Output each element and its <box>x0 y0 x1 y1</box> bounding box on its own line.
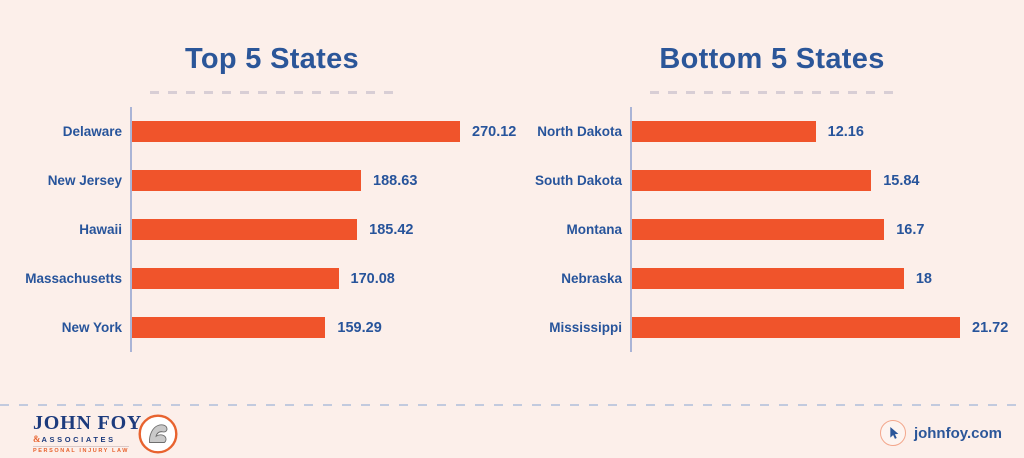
bar <box>132 268 339 290</box>
bar-value: 12.16 <box>827 123 864 140</box>
bar <box>632 170 872 192</box>
bar-category-label: Mississippi <box>549 320 622 336</box>
brand-text: JOHN FOY &ASSOCIATES PERSONAL INJURY LAW <box>33 413 142 456</box>
chart-row: Hawaii 185.42 <box>22 205 522 255</box>
bar <box>132 170 362 192</box>
bar-rows-bottom5: North Dakota 12.16 South Dakota 15.84 Montan… <box>522 107 1022 353</box>
bar-value: 185.42 <box>369 221 414 238</box>
chart-row: New Jersey 188.63 <box>22 156 522 206</box>
bar <box>132 121 460 143</box>
chart-row: Montana 16.7 <box>522 205 1022 255</box>
flexed-arm-icon <box>138 414 178 454</box>
cursor-icon-circle <box>879 420 906 446</box>
chart-title-top5: Top 5 States <box>185 43 359 75</box>
bar-value: 170.08 <box>350 270 395 287</box>
bar-value: 15.84 <box>883 172 920 189</box>
title-divider <box>649 91 895 95</box>
charts-container: Top 5 States Delaware 270.12 New Jersey 188… <box>22 0 1022 353</box>
bar-zone: 188.63 <box>130 156 522 206</box>
bar-zone: 185.42 <box>130 205 522 255</box>
bar-zone: 21.72 <box>630 303 1022 353</box>
bar-zone: 270.12 <box>130 107 522 157</box>
bar-zone: 170.08 <box>130 254 522 304</box>
bar-category-label: South Dakota <box>534 173 622 189</box>
brand-associates: &ASSOCIATES <box>33 435 116 444</box>
chart-row: North Dakota 12.16 <box>522 107 1022 157</box>
cursor-icon <box>890 427 899 439</box>
footer-divider <box>0 404 1024 406</box>
bar-value: 18 <box>915 270 932 287</box>
brand-logo: JOHN FOY &ASSOCIATES PERSONAL INJURY LAW <box>33 413 178 456</box>
bar-zone: 18 <box>630 254 1022 304</box>
brand-tagline: PERSONAL INJURY LAW <box>33 446 130 454</box>
bar-value: 270.12 <box>472 123 517 140</box>
brand-associates-label: ASSOCIATES <box>41 435 116 444</box>
chart-row: Nebraska 18 <box>522 254 1022 304</box>
bar-zone: 16.7 <box>630 205 1022 255</box>
website-label: johnfoy.com <box>913 424 1002 442</box>
bar-category-label: North Dakota <box>537 124 622 140</box>
bar-rows-top5: Delaware 270.12 New Jersey 188.63 Hawaii 185.… <box>22 107 522 353</box>
bar-value: 159.29 <box>337 319 382 336</box>
bar-category-label: Montana <box>566 222 623 238</box>
chart-panel-top5: Top 5 States Delaware 270.12 New Jersey 188… <box>22 0 522 353</box>
bar-value: 21.72 <box>972 319 1009 336</box>
bar-category-label: Nebraska <box>561 271 622 287</box>
bar <box>132 317 326 339</box>
bar-zone: 15.84 <box>630 156 1022 206</box>
chart-row: New York 159.29 <box>22 303 522 353</box>
bar-category-label: Massachusetts <box>25 271 122 287</box>
bar-value: 16.7 <box>896 221 925 238</box>
bar-category-label: Delaware <box>62 124 122 140</box>
bar-category-label: New York <box>61 320 122 336</box>
brand-name: JOHN FOY <box>33 412 143 434</box>
bar-zone: 159.29 <box>130 303 522 353</box>
chart-row: Delaware 270.12 <box>22 107 522 157</box>
bar <box>632 268 904 290</box>
chart-title-bottom5: Bottom 5 States <box>659 43 885 75</box>
chart-row: South Dakota 15.84 <box>522 156 1022 206</box>
chart-row: Mississippi 21.72 <box>522 303 1022 353</box>
chart-panel-bottom5: Bottom 5 States North Dakota 12.16 South D… <box>522 0 1022 353</box>
bar-category-label: Hawaii <box>79 222 122 238</box>
bar <box>632 317 960 339</box>
bar-value: 188.63 <box>373 172 418 189</box>
website-link[interactable]: johnfoy.com <box>879 420 1002 446</box>
bar-zone: 12.16 <box>630 107 1022 157</box>
chart-row: Massachusetts 170.08 <box>22 254 522 304</box>
brand-ampersand: & <box>33 434 42 444</box>
bar <box>632 219 885 241</box>
title-divider <box>149 91 395 95</box>
bar-category-label: New Jersey <box>47 173 122 189</box>
bar <box>632 121 816 143</box>
bar <box>132 219 358 241</box>
